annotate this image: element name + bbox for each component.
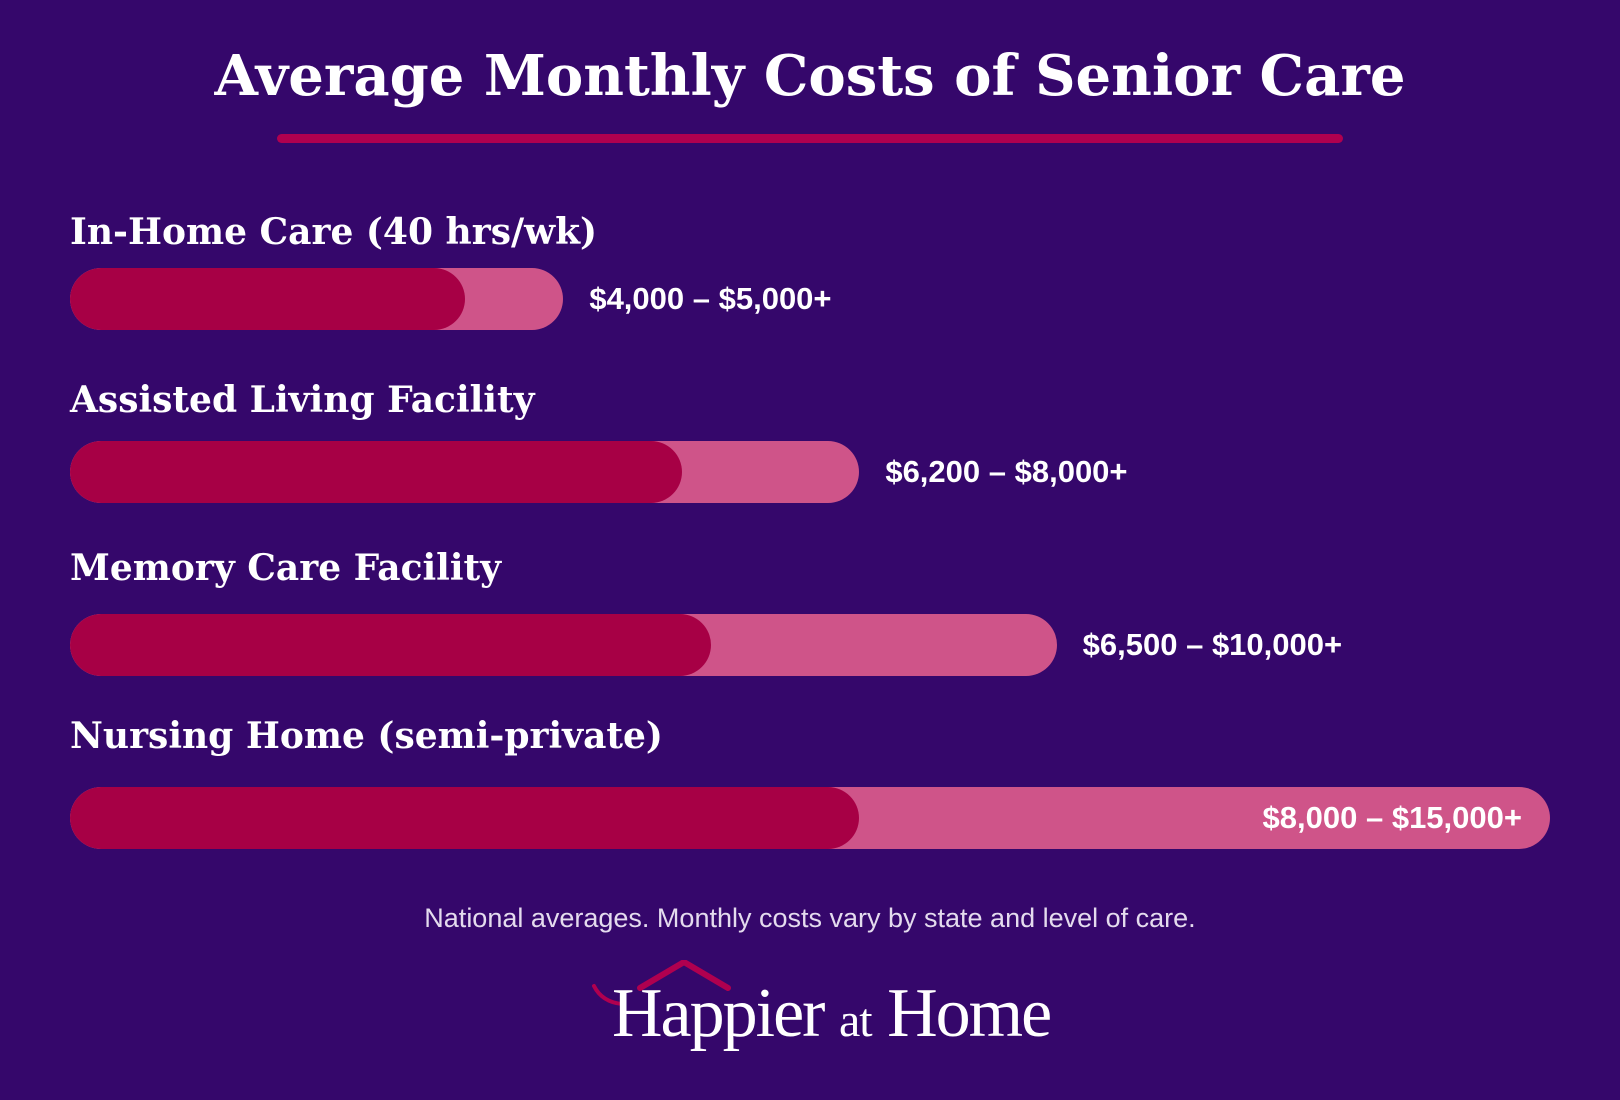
range-value-label: $6,200 – $8,000+ <box>885 454 1128 489</box>
bar-low-range <box>70 614 712 676</box>
bar-low-range <box>70 441 682 503</box>
category-label: Memory Care Facility <box>70 547 502 589</box>
house-roof-icon <box>592 960 731 1006</box>
range-value-label: $8,000 – $15,000+ <box>1262 800 1522 835</box>
chart-title: Average Monthly Costs of Senior Care <box>214 43 1406 109</box>
bar-low-range <box>70 268 465 330</box>
happier-at-home-logo: Happier at Home <box>590 960 1052 1080</box>
bar-low-range <box>70 787 860 849</box>
footnote: National averages. Monthly costs vary by… <box>424 903 1196 933</box>
bar-high-range <box>70 614 1057 676</box>
title-underline <box>277 134 1343 143</box>
category-label: Nursing Home (semi-private) <box>70 715 663 757</box>
range-value-label: $6,500 – $10,000+ <box>1082 627 1343 662</box>
category-label: In-Home Care (40 hrs/wk) <box>70 211 598 253</box>
logo-wordmark: Happier at Home <box>612 975 1052 1052</box>
bar-high-range <box>70 787 1550 849</box>
range-value-label: $4,000 – $5,000+ <box>589 281 832 316</box>
bar-high-range <box>70 268 564 330</box>
category-label: Assisted Living Facility <box>70 379 535 421</box>
bar-high-range <box>70 441 860 503</box>
